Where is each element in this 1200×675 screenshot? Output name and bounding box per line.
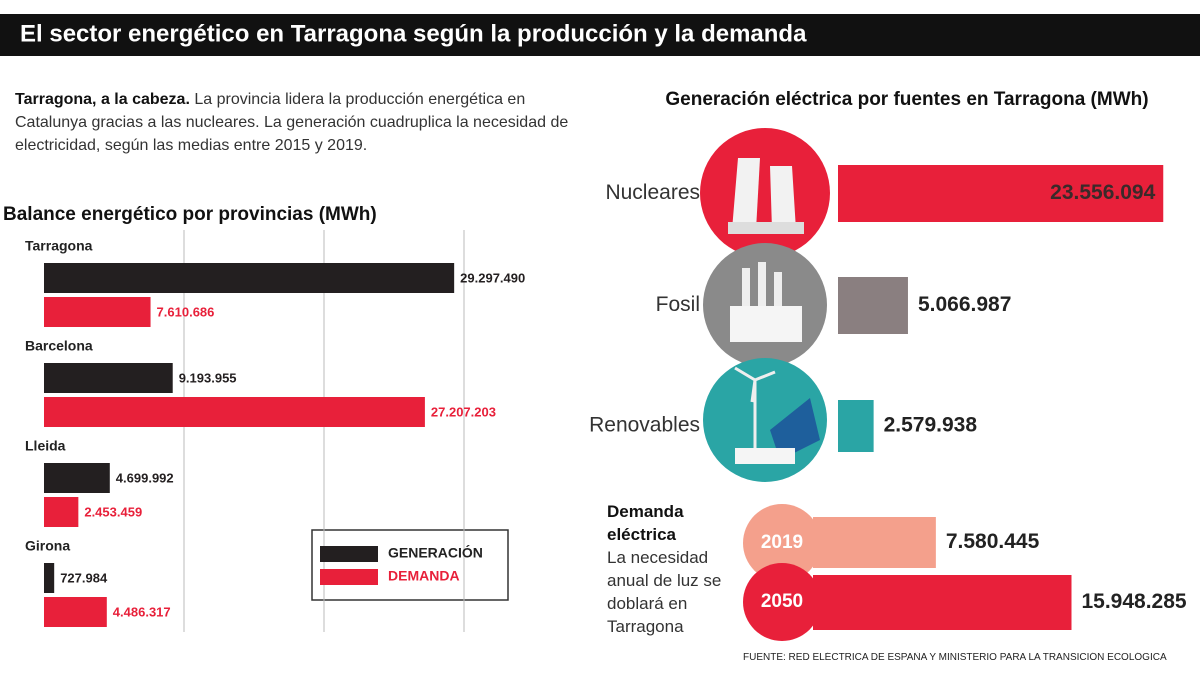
category-label: Fosil: [656, 293, 700, 316]
value-label: 29.297.490: [460, 270, 525, 285]
category-label: Renovables: [589, 414, 700, 437]
intro-text: La provincia lidera la producción energé…: [15, 91, 569, 154]
category-label: 2019: [761, 532, 803, 553]
icon-base: [735, 448, 795, 464]
legend-swatch: [320, 546, 378, 562]
bar: [44, 397, 425, 427]
intro: Tarragona, a la cabeza. La provincia lid…: [15, 88, 585, 157]
category-badge: [743, 563, 821, 641]
bar: [44, 363, 173, 393]
bar: [44, 297, 151, 327]
bar: [838, 400, 874, 452]
value-label: 2.453.459: [84, 504, 142, 519]
legend-box: [311, 529, 509, 601]
chart-title: Balance energético por provincias (MWh): [3, 204, 377, 225]
icon-chimney: [758, 262, 766, 308]
icon-base: [728, 222, 804, 234]
value-label: 2.579.938: [884, 414, 978, 437]
header-title: El sector energético en Tarragona según …: [20, 20, 807, 47]
category-label: Tarragona: [25, 238, 93, 254]
category-label: Nucleares: [605, 181, 700, 204]
chart-title: Generación eléctrica por fuentes en Tarr…: [665, 89, 1148, 110]
value-label: 7.610.686: [157, 304, 215, 319]
bar: [44, 597, 107, 627]
icon-bg: [700, 128, 830, 258]
category-label: Lleida: [25, 438, 66, 454]
icon-tower: [770, 166, 796, 230]
source: FUENTE: RED ELÉCTRICA DE ESPAÑA Y MINIST…: [743, 652, 1167, 663]
value-label: 5.066.987: [918, 293, 1011, 316]
value-label: 27.207.203: [431, 404, 496, 419]
icons: [700, 128, 830, 482]
bar: [838, 277, 908, 334]
category-label: Barcelona: [25, 338, 93, 354]
value-label: 9.193.955: [179, 370, 237, 385]
icon-chimney: [774, 272, 782, 308]
value-label: 7.580.445: [946, 530, 1040, 553]
icon-factory: [730, 306, 802, 342]
bar: [44, 463, 110, 493]
demand-title: Demanda eléctrica: [607, 502, 684, 544]
category-label: Girona: [25, 538, 70, 554]
category-badge: [743, 504, 821, 582]
demand-note: Demanda eléctrica La necesidad anual de l…: [607, 500, 727, 638]
bar: [44, 497, 79, 527]
bar: [44, 263, 455, 293]
legend-label: GENERACIÓN: [388, 544, 483, 561]
category-label: 2050: [761, 591, 803, 612]
value-label: 4.699.992: [116, 470, 174, 485]
icon-panel: [770, 398, 820, 460]
legend-label: DEMANDA: [388, 568, 460, 584]
value-label: 4.486.317: [113, 604, 171, 619]
bar: [838, 165, 1164, 222]
value-label: 15.948.285: [1081, 590, 1186, 613]
icon-chimney: [742, 268, 750, 308]
header-bar: [0, 14, 1200, 56]
marks: Tarragona Barcelona Lleida Girona 29.297.490…: [25, 165, 1187, 632]
icon-blades: [734, 366, 776, 403]
bar: [813, 517, 936, 568]
icon-tower: [732, 158, 760, 230]
bar: [44, 563, 55, 593]
value-label: 727.984: [60, 570, 108, 585]
demand-subtitle: La necesidad anual de luz se doblará en …: [607, 548, 722, 636]
legend-swatch: [320, 569, 378, 585]
bar: [813, 575, 1072, 630]
intro-lead: Tarragona, a la cabeza.: [15, 91, 190, 108]
value-label: 23.556.094: [1050, 181, 1155, 204]
